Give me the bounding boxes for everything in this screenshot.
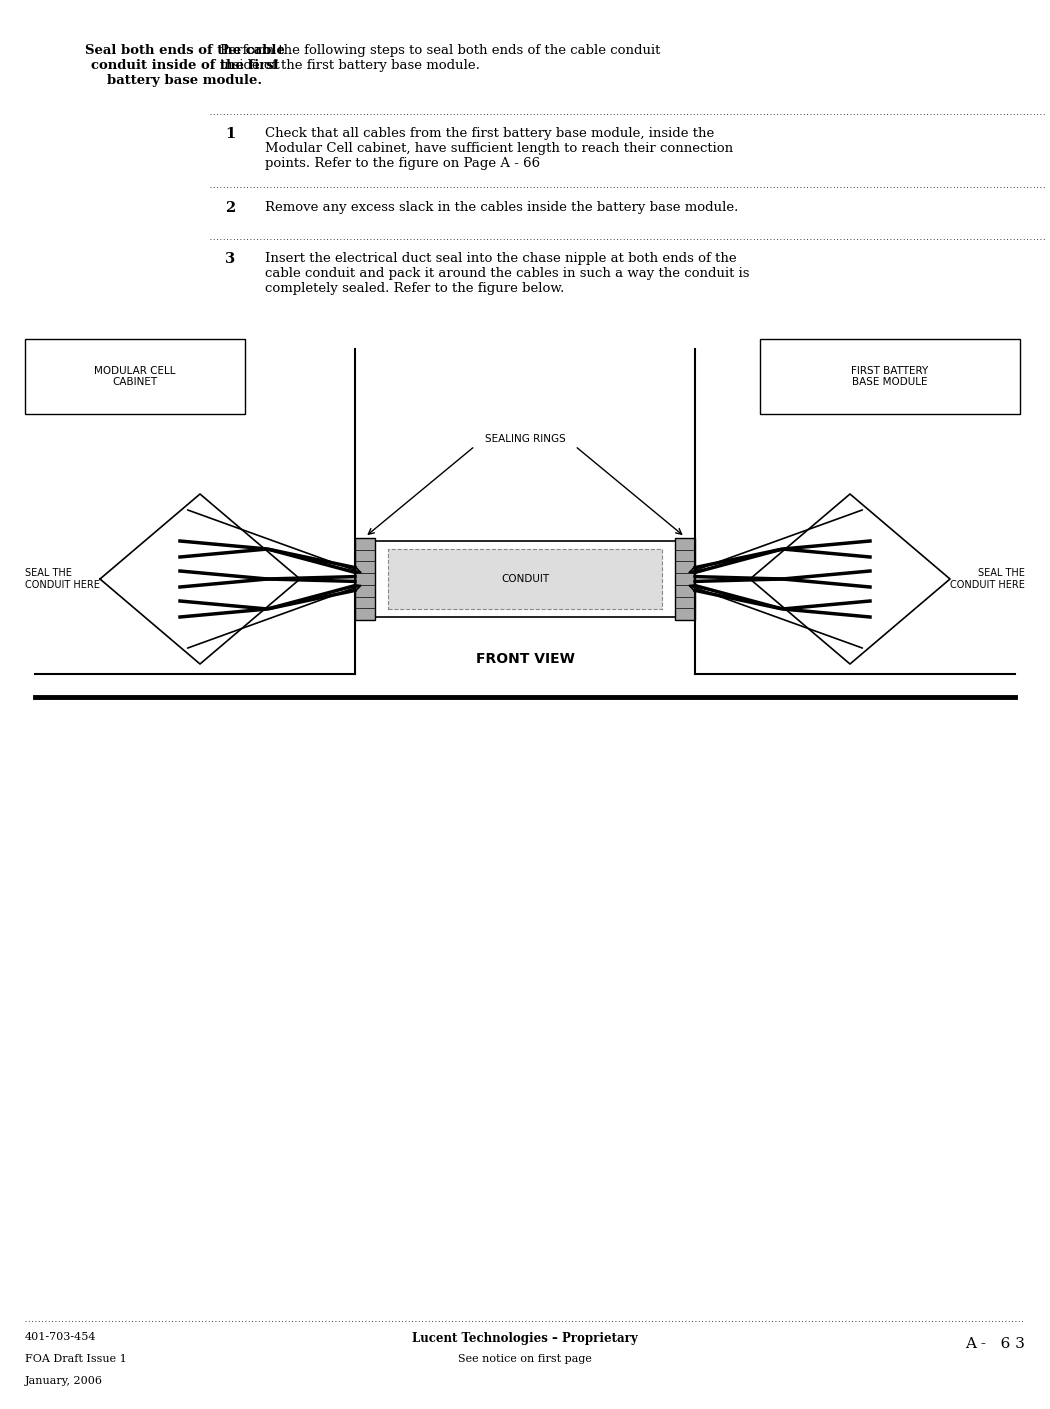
Text: CONDUIT: CONDUIT xyxy=(501,573,549,583)
Text: 3: 3 xyxy=(225,252,235,266)
Bar xyxy=(675,538,695,620)
Bar xyxy=(25,340,245,414)
Text: 2: 2 xyxy=(225,201,235,216)
Text: SEALING RINGS: SEALING RINGS xyxy=(485,434,565,444)
Text: SEAL THE
CONDUIT HERE: SEAL THE CONDUIT HERE xyxy=(950,568,1025,590)
Bar xyxy=(365,541,685,617)
Text: A -   6 3: A - 6 3 xyxy=(965,1337,1025,1351)
Text: Insert the electrical duct seal into the chase nipple at both ends of the
cable : Insert the electrical duct seal into the… xyxy=(265,252,750,294)
Text: Check that all cables from the first battery base module, inside the
Modular Cel: Check that all cables from the first bat… xyxy=(265,127,733,170)
Text: 401-703-454: 401-703-454 xyxy=(25,1332,97,1341)
Text: 1: 1 xyxy=(225,127,235,141)
Text: FOA Draft Issue 1: FOA Draft Issue 1 xyxy=(25,1354,127,1364)
Bar xyxy=(355,538,375,620)
Text: FRONT VIEW: FRONT VIEW xyxy=(476,652,574,666)
Text: Lucent Technologies – Proprietary: Lucent Technologies – Proprietary xyxy=(412,1332,638,1346)
Text: January, 2006: January, 2006 xyxy=(25,1377,103,1386)
Bar xyxy=(760,340,1020,414)
Text: See notice on first page: See notice on first page xyxy=(458,1354,592,1364)
Bar xyxy=(388,550,662,609)
Text: Seal both ends of the cable
conduit inside of the first
battery base module.: Seal both ends of the cable conduit insi… xyxy=(85,44,285,87)
Text: Remove any excess slack in the cables inside the battery base module.: Remove any excess slack in the cables in… xyxy=(265,201,738,214)
Text: FIRST BATTERY
BASE MODULE: FIRST BATTERY BASE MODULE xyxy=(852,366,928,387)
Text: MODULAR CELL
CABINET: MODULAR CELL CABINET xyxy=(94,366,175,387)
Text: SEAL THE
CONDUIT HERE: SEAL THE CONDUIT HERE xyxy=(25,568,100,590)
Text: Perform the following steps to seal both ends of the cable conduit
inside of the: Perform the following steps to seal both… xyxy=(220,44,660,72)
